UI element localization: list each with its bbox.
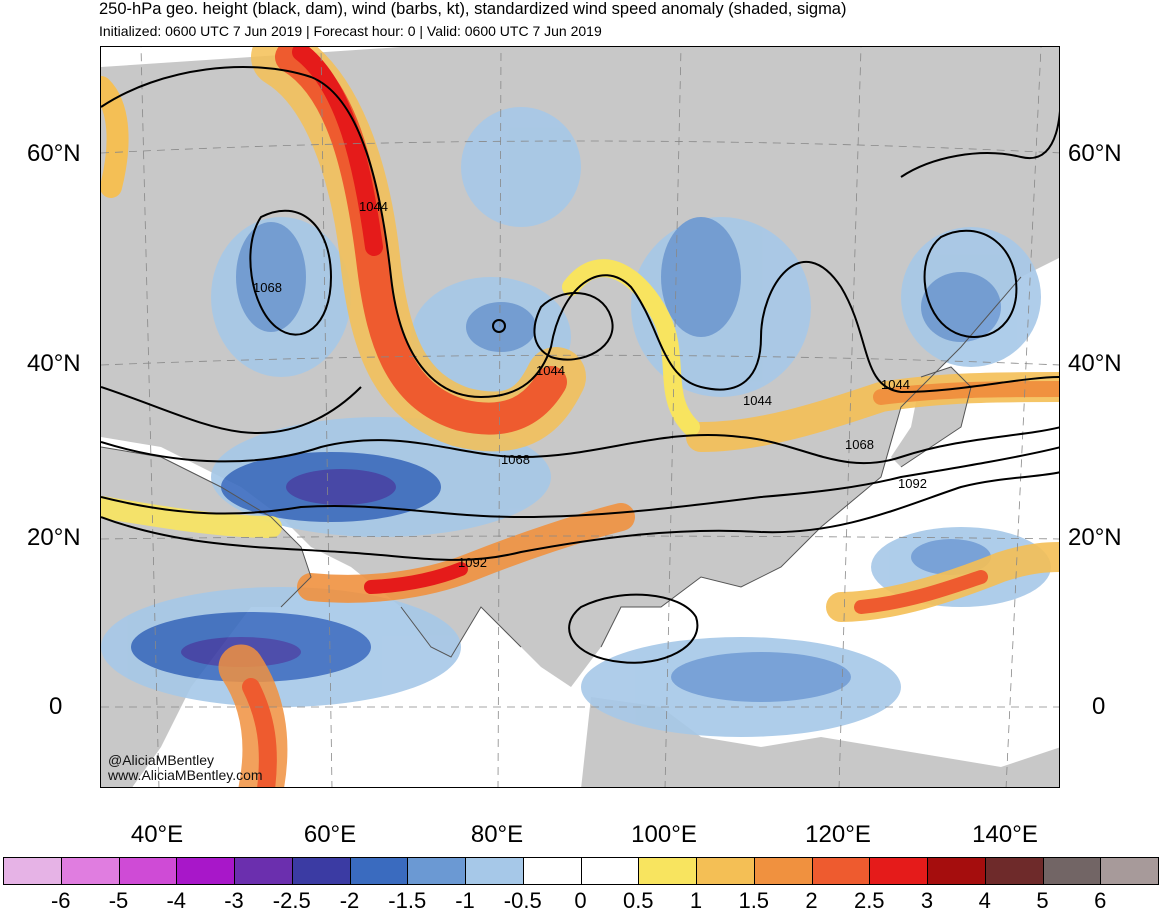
colorbar-swatch bbox=[176, 857, 235, 885]
watermark-url: www.AliciaMBentley.com bbox=[108, 767, 263, 783]
colorbar-swatch bbox=[811, 857, 871, 885]
map-panel: 1044 1068 1044 1044 1044 1068 1068 1092 … bbox=[100, 46, 1060, 788]
lon-label-100e: 100°E bbox=[631, 821, 697, 848]
contour-label: 1068 bbox=[501, 452, 530, 467]
lon-label-120e: 120°E bbox=[805, 821, 871, 848]
colorbar-tick-label: -1 bbox=[455, 888, 475, 913]
colorbar-swatch bbox=[1042, 857, 1102, 885]
colorbar-tick-label: -2 bbox=[339, 888, 360, 913]
colorbar-swatch bbox=[349, 857, 409, 885]
contour-label: 1068 bbox=[253, 280, 282, 295]
contour-label: 1044 bbox=[881, 377, 910, 392]
graticule bbox=[101, 47, 1059, 787]
lat-label-60n-right: 60°N bbox=[1068, 140, 1122, 167]
lon-label-80e: 80°E bbox=[470, 821, 524, 848]
lat-label-eq-right: 0 bbox=[1092, 693, 1106, 720]
colorbar-swatch bbox=[465, 857, 524, 885]
colorbar-swatch bbox=[522, 857, 582, 885]
lat-label-20n-right: 20°N bbox=[1068, 524, 1122, 551]
colorbar-swatch bbox=[638, 857, 697, 885]
watermark-handle: @AliciaMBentley bbox=[108, 752, 215, 768]
colorbar-tick-label: 1 bbox=[689, 888, 703, 913]
map-canvas: 1044 1068 1044 1044 1044 1068 1068 1092 … bbox=[101, 47, 1059, 787]
colorbar-tick-label: -2.5 bbox=[272, 888, 311, 913]
lat-label-60n-left: 60°N bbox=[27, 140, 81, 167]
anomaly-positive-shading bbox=[101, 47, 1059, 787]
colorbar-tick-label: 0.5 bbox=[622, 888, 654, 913]
contour-label: 1044 bbox=[536, 363, 565, 378]
lat-label-40n-left: 40°N bbox=[27, 350, 81, 377]
colorbar-tick-label: -0.5 bbox=[503, 888, 542, 913]
colorbar-swatch bbox=[407, 857, 466, 885]
colorbar bbox=[3, 857, 1159, 885]
colorbar-swatch bbox=[869, 857, 928, 885]
land-indonesia bbox=[581, 697, 1059, 787]
colorbar-swatch bbox=[1100, 857, 1159, 885]
colorbar-tick-label: 0 bbox=[574, 888, 587, 913]
colorbar-swatch bbox=[3, 857, 62, 885]
colorbar-tick-label: 5 bbox=[1036, 888, 1049, 913]
colorbar-swatch bbox=[696, 857, 755, 885]
lat-label-40n-right: 40°N bbox=[1068, 350, 1122, 377]
colorbar-swatch bbox=[984, 857, 1044, 885]
colorbar-tick-label: -1.5 bbox=[388, 888, 427, 913]
height-contours bbox=[101, 66, 1059, 664]
colorbar-tick-label: 2 bbox=[805, 888, 818, 913]
lat-label-20n-left: 20°N bbox=[27, 524, 81, 551]
lat-label-eq-left: 0 bbox=[49, 693, 63, 720]
colorbar-swatch bbox=[118, 857, 178, 885]
contour-label: 1092 bbox=[458, 555, 487, 570]
colorbar-tick-label: 4 bbox=[978, 888, 991, 913]
contour-label: 1044 bbox=[743, 393, 772, 408]
colorbar-tick-label: -4 bbox=[166, 888, 187, 913]
map-subtitle: Initialized: 0600 UTC 7 Jun 2019 | Forec… bbox=[99, 23, 602, 39]
contour-label: 1092 bbox=[898, 476, 927, 491]
contour-labels: 1044 1068 1044 1044 1044 1068 1068 1092 … bbox=[253, 199, 927, 570]
colorbar-tick-label: 6 bbox=[1094, 888, 1107, 913]
contour-label: 1044 bbox=[359, 199, 388, 214]
colorbar-swatch bbox=[580, 857, 640, 885]
lon-label-40e: 40°E bbox=[130, 821, 184, 848]
map-title: 250-hPa geo. height (black, dam), wind (… bbox=[99, 0, 847, 18]
colorbar-swatch bbox=[753, 857, 813, 885]
lon-label-140e: 140°E bbox=[972, 821, 1038, 848]
colorbar-swatch bbox=[234, 857, 293, 885]
colorbar-swatch bbox=[60, 857, 120, 885]
colorbar-tick-label: 2.5 bbox=[853, 888, 885, 913]
colorbar-swatch bbox=[291, 857, 351, 885]
colorbar-swatch bbox=[927, 857, 986, 885]
colorbar-tick-label: -5 bbox=[108, 888, 129, 913]
colorbar-tick-label: -6 bbox=[50, 888, 71, 913]
colorbar-tick-label: 3 bbox=[920, 888, 934, 913]
contour-label: 1068 bbox=[845, 437, 874, 452]
lon-label-60e: 60°E bbox=[303, 821, 357, 848]
colorbar-tick-label: 1.5 bbox=[738, 888, 770, 913]
colorbar-tick-label: -3 bbox=[224, 888, 244, 913]
